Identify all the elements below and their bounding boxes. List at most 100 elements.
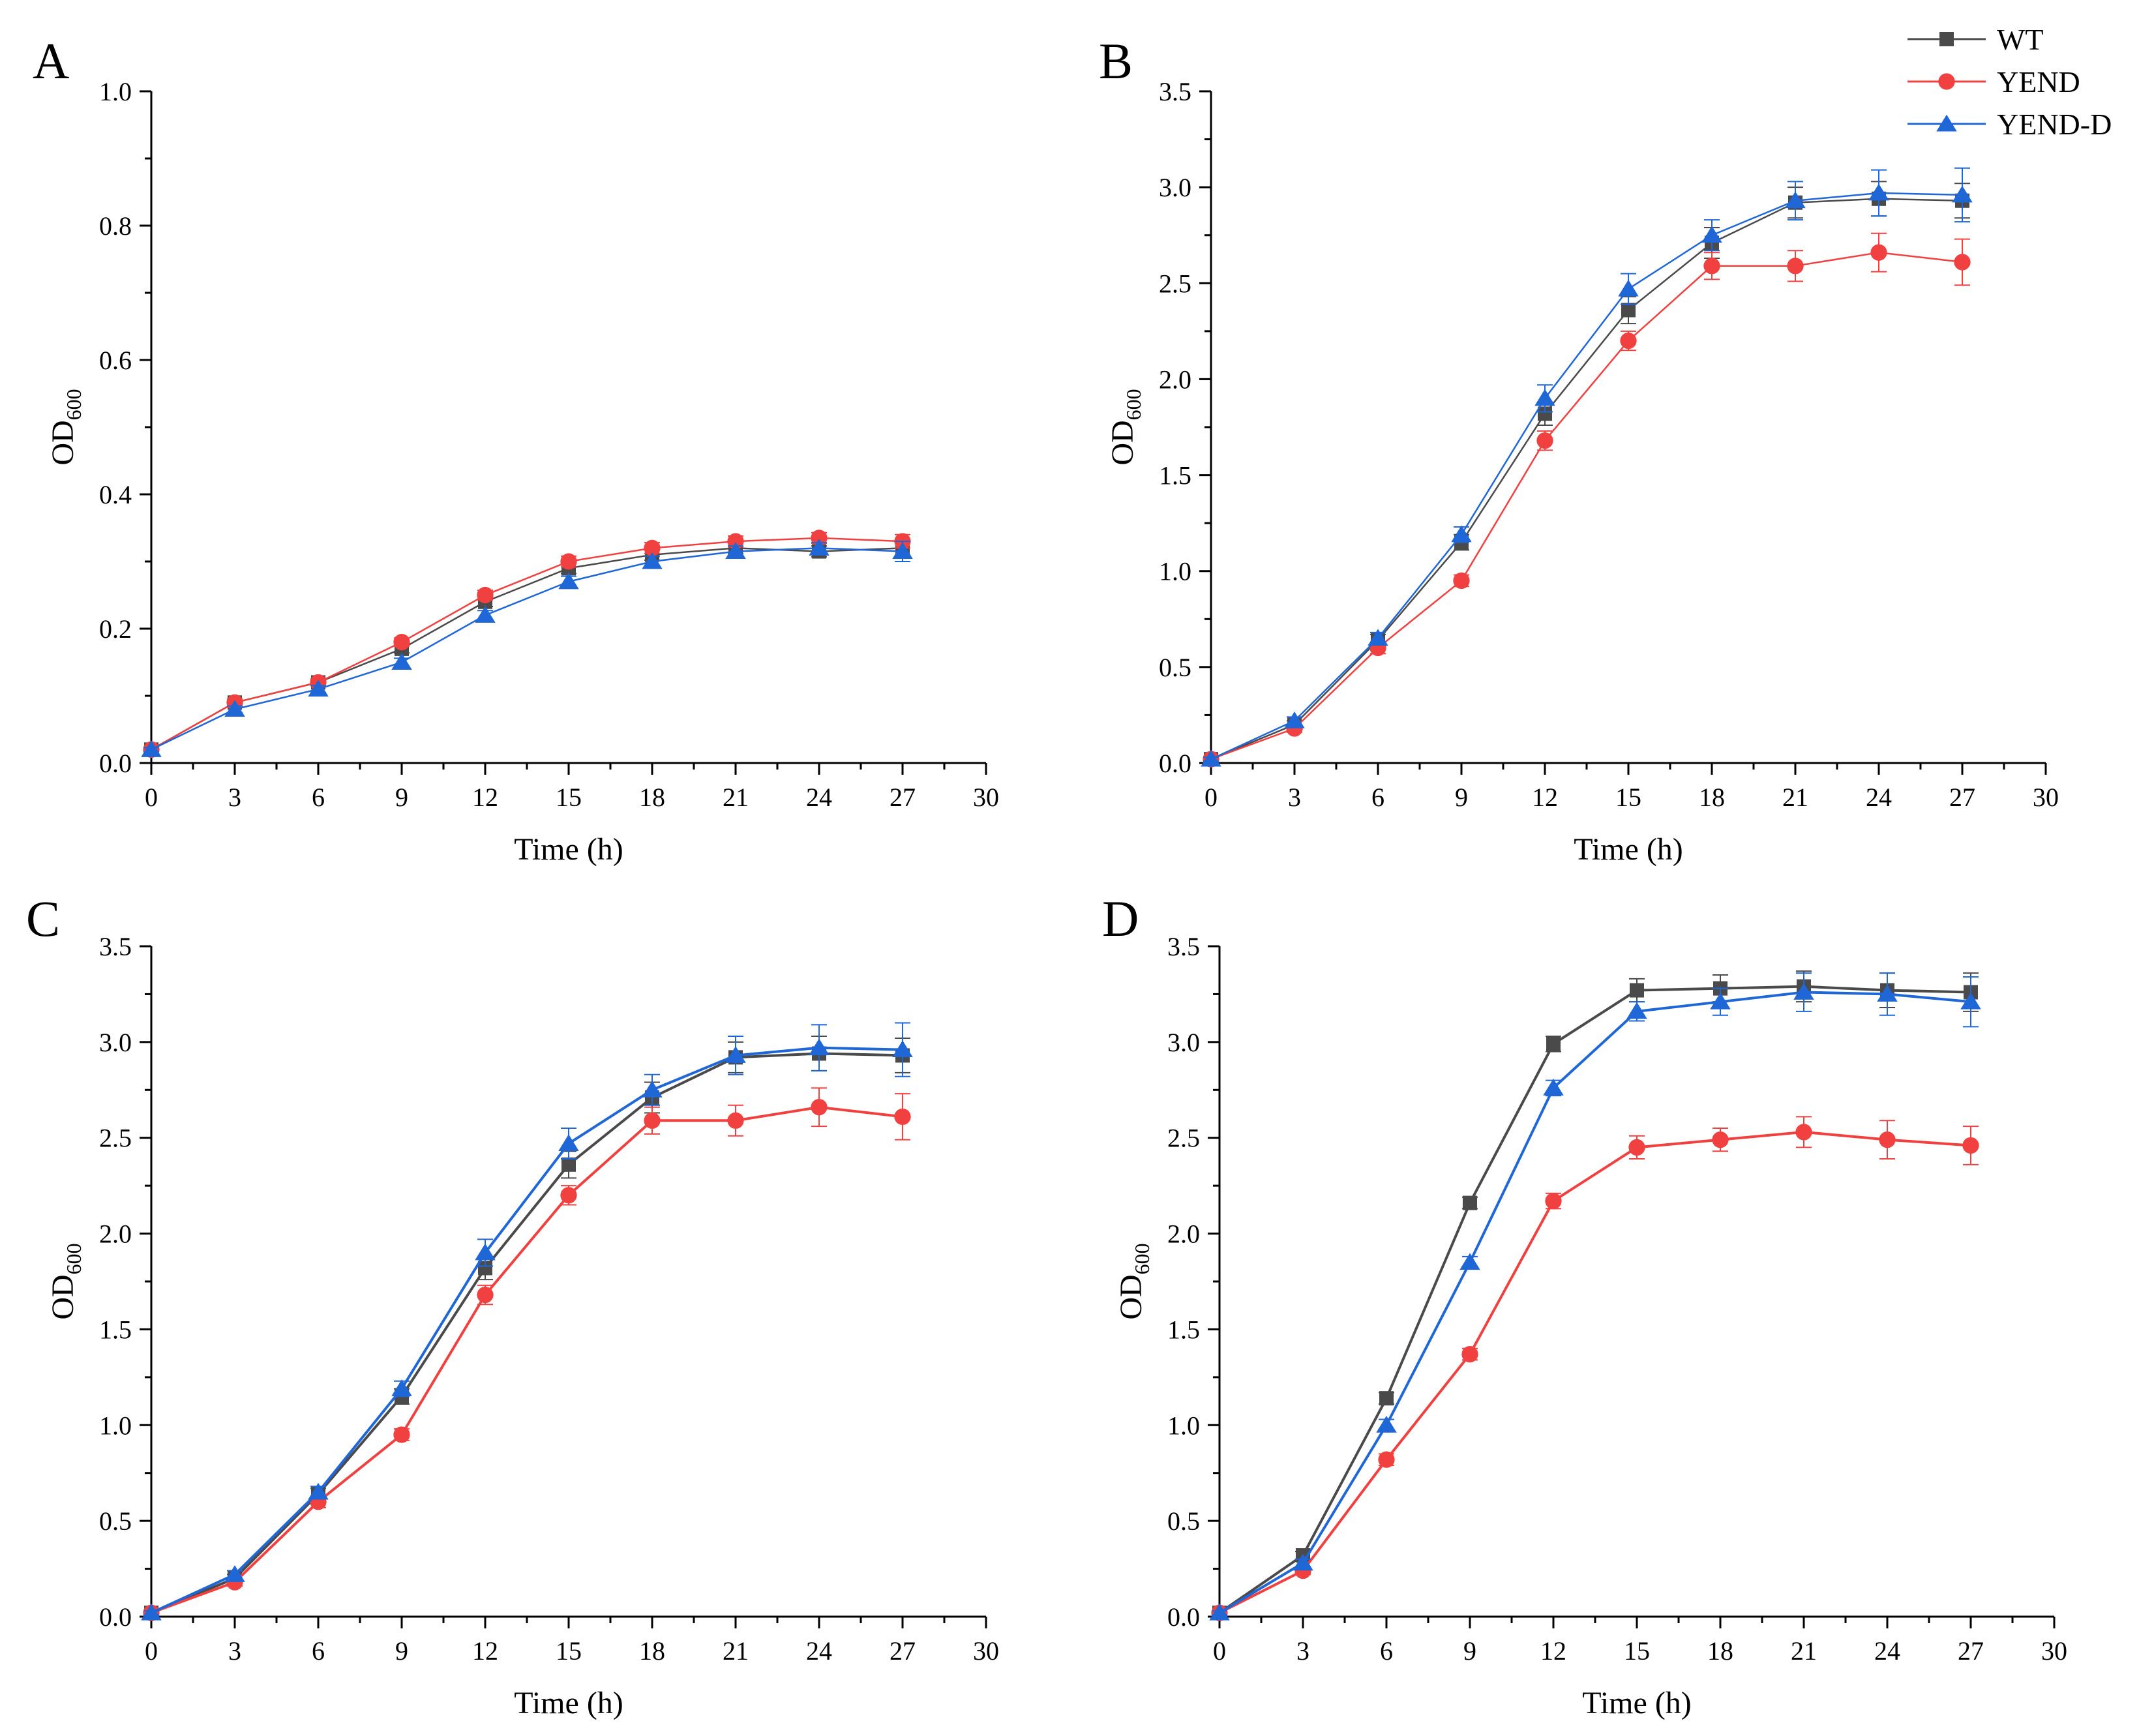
x-tick-label: 12 bbox=[472, 783, 498, 812]
x-tick-label: 24 bbox=[806, 783, 832, 812]
y-axis-title: OD600 bbox=[46, 389, 85, 465]
data-point bbox=[892, 1040, 913, 1058]
data-point bbox=[558, 1134, 579, 1151]
x-tick-label: 0 bbox=[145, 1636, 158, 1666]
x-tick-label: 6 bbox=[1371, 783, 1384, 812]
data-point bbox=[1534, 389, 1555, 406]
data-point bbox=[1868, 183, 1889, 201]
data-point bbox=[224, 1565, 245, 1582]
y-tick-label: 0.0 bbox=[1167, 1602, 1200, 1632]
data-point bbox=[1710, 992, 1731, 1010]
data-point bbox=[894, 1108, 911, 1126]
data-point bbox=[1787, 258, 1804, 275]
series-yend bbox=[143, 1087, 911, 1621]
x-tick-label: 30 bbox=[973, 1636, 999, 1666]
y-tick-label: 2.5 bbox=[1167, 1124, 1200, 1153]
data-point bbox=[1284, 711, 1305, 728]
y-tick-label: 0.8 bbox=[99, 211, 132, 241]
series-line bbox=[151, 1105, 903, 1615]
data-point bbox=[1879, 1131, 1896, 1148]
x-tick-label: 15 bbox=[556, 783, 582, 812]
x-axis-title: Time (h) bbox=[514, 832, 623, 867]
legend-label: YEND bbox=[1997, 65, 2080, 98]
panel-letter: D bbox=[1102, 890, 1139, 947]
x-tick-label: 12 bbox=[1540, 1636, 1566, 1666]
data-point bbox=[1877, 985, 1898, 1002]
y-tick-label: 3.0 bbox=[99, 1028, 132, 1057]
data-point bbox=[1451, 525, 1472, 543]
data-point bbox=[1618, 279, 1639, 297]
data-point bbox=[1793, 983, 1814, 1000]
x-tick-label: 3 bbox=[228, 1636, 241, 1666]
series-line bbox=[151, 547, 903, 751]
data-point bbox=[1209, 1603, 1230, 1621]
x-tick-label: 0 bbox=[1204, 783, 1218, 812]
data-point bbox=[560, 1187, 577, 1204]
data-point bbox=[475, 1243, 496, 1261]
data-point bbox=[1378, 1451, 1395, 1468]
y-tick-label: 0.5 bbox=[1167, 1506, 1200, 1536]
data-point bbox=[1703, 258, 1720, 275]
data-point bbox=[1620, 332, 1637, 350]
data-point bbox=[1538, 406, 1552, 421]
y-tick-label: 3.5 bbox=[1159, 77, 1191, 106]
y-axis-title-main: OD bbox=[46, 1274, 80, 1319]
data-point bbox=[1712, 1131, 1729, 1148]
y-tick-label: 2.5 bbox=[1159, 269, 1191, 298]
data-point bbox=[1628, 1139, 1645, 1156]
data-point bbox=[141, 740, 162, 757]
x-tick-label: 0 bbox=[145, 783, 158, 812]
x-tick-label: 21 bbox=[723, 783, 749, 812]
data-point bbox=[560, 553, 577, 570]
x-tick-label: 27 bbox=[1949, 783, 1975, 812]
legend-marker bbox=[1936, 114, 1957, 132]
data-point bbox=[1453, 572, 1470, 590]
data-point bbox=[308, 1482, 329, 1500]
data-point bbox=[1954, 254, 1971, 271]
x-axis-title: Time (h) bbox=[1582, 1686, 1692, 1720]
y-axis-title-subscript: 600 bbox=[62, 389, 85, 420]
data-point bbox=[1952, 185, 1973, 203]
y-tick-label: 2.0 bbox=[99, 1220, 132, 1249]
series-yend-d bbox=[141, 1022, 913, 1621]
data-point bbox=[1870, 244, 1887, 261]
y-tick-label: 2.0 bbox=[1167, 1220, 1200, 1249]
data-point bbox=[1960, 992, 1981, 1010]
x-tick-label: 27 bbox=[890, 783, 916, 812]
y-axis-title-subscript: 600 bbox=[1122, 389, 1145, 420]
x-tick-label: 6 bbox=[312, 1636, 325, 1666]
x-tick-label: 18 bbox=[1699, 783, 1725, 812]
y-axis-title-main: OD bbox=[46, 420, 80, 465]
panel-c: C 0 3 6 9 12 15 18 21 24 27 30 0.0 0.5 1.0 1.5 2.0 2.5 3.0… bbox=[26, 890, 999, 1720]
data-point bbox=[1293, 1553, 1313, 1571]
series-line bbox=[1218, 991, 1971, 1614]
y-tick-label: 0.5 bbox=[99, 1506, 132, 1536]
data-point bbox=[892, 542, 913, 559]
legend-entry-yend: YEND bbox=[1907, 65, 2080, 98]
series-yend bbox=[143, 530, 911, 758]
data-point bbox=[1795, 1124, 1812, 1141]
x-tick-label: 6 bbox=[312, 783, 325, 812]
x-tick-label: 30 bbox=[2033, 783, 2059, 812]
data-point bbox=[477, 1286, 494, 1304]
data-point bbox=[1785, 191, 1806, 209]
series-line bbox=[1219, 1130, 1971, 1614]
data-point bbox=[1461, 1345, 1478, 1363]
data-point bbox=[811, 1099, 828, 1116]
y-tick-label: 1.0 bbox=[99, 1411, 132, 1440]
data-point bbox=[1962, 1137, 1979, 1154]
y-tick-label: 2.5 bbox=[99, 1124, 132, 1153]
series-yend-d bbox=[141, 539, 913, 757]
data-point bbox=[1536, 432, 1553, 449]
panel-d: D 0 3 6 9 12 15 18 21 24 27 30 0.0 0.5 1.0 1.5 2.0 2.5 3.0… bbox=[1102, 890, 2067, 1720]
y-tick-label: 0.0 bbox=[99, 1602, 132, 1632]
data-point bbox=[1201, 749, 1221, 767]
series-line bbox=[1210, 251, 1963, 760]
y-tick-label: 2.0 bbox=[1159, 365, 1191, 394]
x-tick-label: 27 bbox=[890, 1636, 916, 1666]
x-tick-label: 24 bbox=[1866, 783, 1892, 812]
data-point bbox=[1701, 226, 1722, 243]
data-point bbox=[393, 633, 410, 651]
x-tick-label: 6 bbox=[1380, 1636, 1393, 1666]
data-point bbox=[809, 539, 830, 556]
